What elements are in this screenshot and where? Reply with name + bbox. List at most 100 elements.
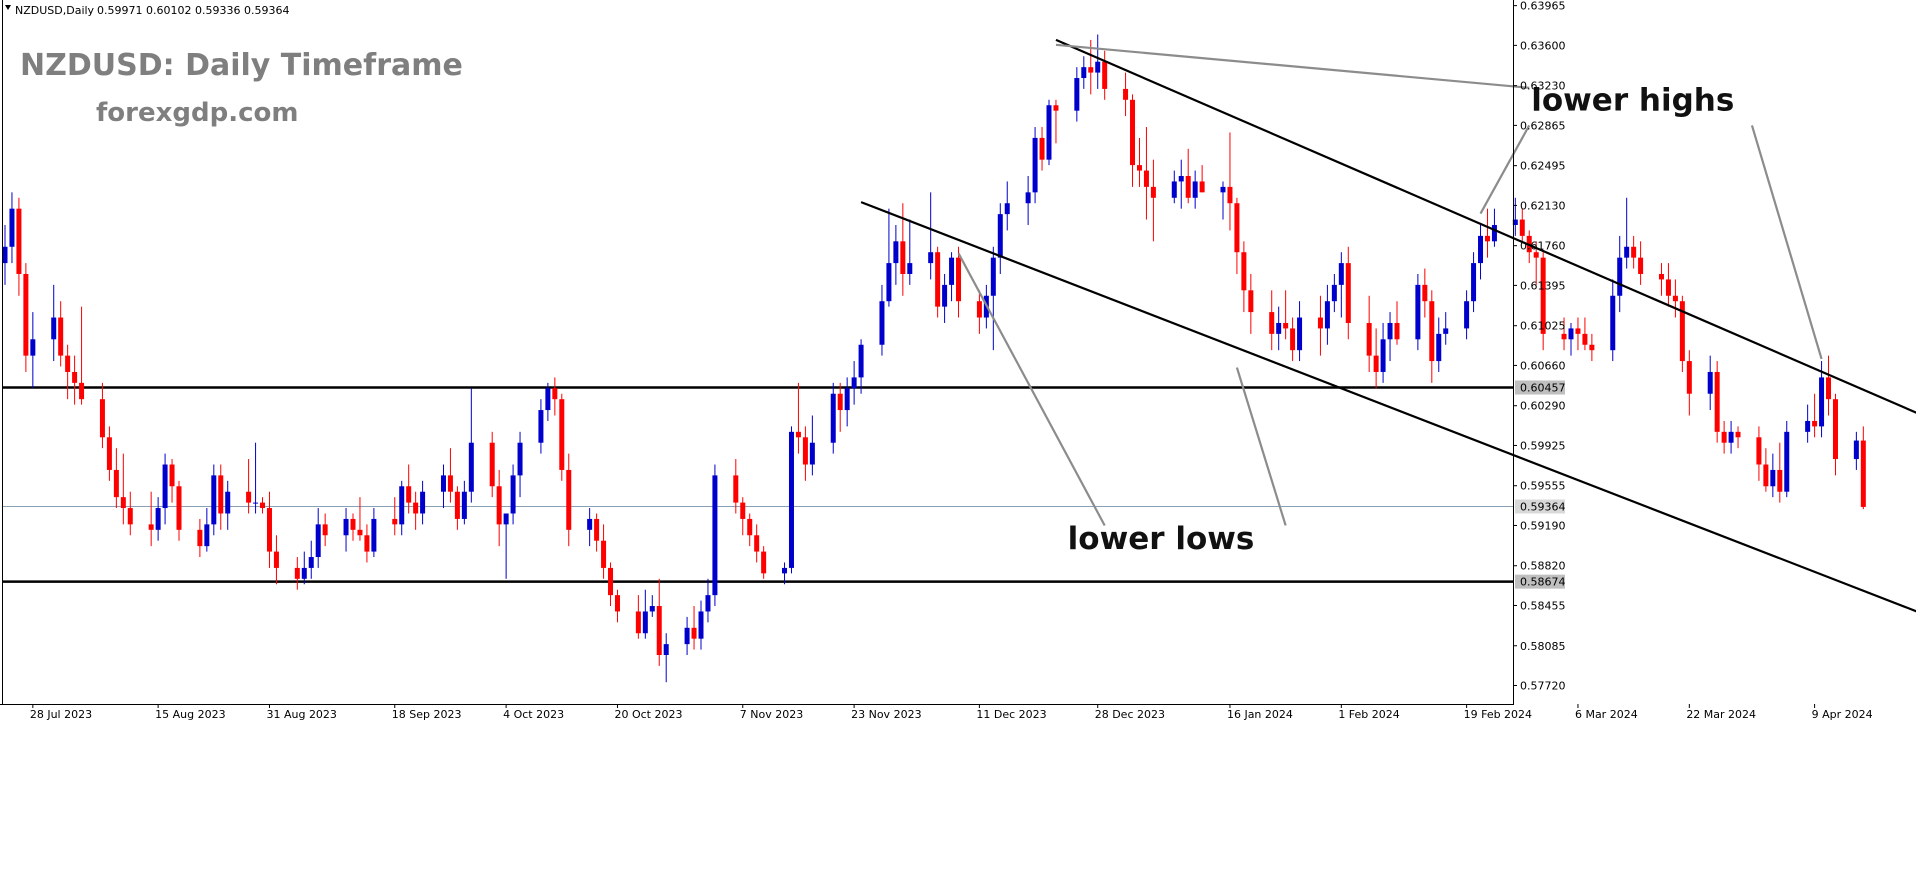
candle	[1826, 355, 1832, 416]
candle-body	[294, 567, 300, 579]
candle-body	[1088, 67, 1094, 73]
candle-body	[169, 464, 175, 487]
price-tick-label: 0.61395	[1520, 279, 1566, 292]
candle-body	[1812, 420, 1818, 427]
candle	[1805, 404, 1811, 443]
candle-body	[1338, 263, 1344, 285]
price-tick-label: 0.59925	[1520, 439, 1566, 452]
candle-body	[1394, 322, 1400, 340]
candle-body	[552, 388, 558, 400]
candle-body	[997, 214, 1003, 258]
candle-body	[614, 595, 620, 612]
candle	[587, 508, 593, 547]
candle-body	[1130, 99, 1136, 166]
candle-body	[273, 551, 279, 568]
candle	[684, 616, 690, 656]
candle-body	[371, 518, 377, 552]
trend-line	[860, 201, 1916, 613]
candle-body	[1631, 246, 1637, 258]
time-tick-label: 7 Nov 2023	[740, 708, 803, 721]
candle	[1624, 197, 1630, 269]
candle-body	[1053, 105, 1059, 111]
candle	[253, 442, 259, 514]
candle	[879, 284, 885, 356]
candle-body	[350, 518, 356, 530]
candle	[225, 480, 231, 530]
candle	[1589, 333, 1595, 362]
candle	[559, 393, 565, 481]
candle	[782, 562, 788, 585]
candle-body	[1241, 252, 1247, 291]
candle	[1707, 355, 1713, 411]
candle-body	[1227, 186, 1233, 204]
pointer-line	[1750, 125, 1823, 360]
candle	[1130, 94, 1136, 187]
candle-body	[489, 442, 495, 487]
candle-body	[1345, 263, 1351, 323]
candle-body	[1004, 203, 1010, 215]
candle-body	[72, 371, 78, 383]
candle	[1756, 426, 1762, 481]
candle	[802, 426, 808, 481]
candle-body	[1269, 312, 1275, 334]
candle	[99, 382, 105, 449]
candle-body	[1185, 176, 1191, 198]
candle	[1415, 273, 1421, 351]
time-tick-label: 16 Jan 2024	[1227, 708, 1293, 721]
candle-body	[566, 469, 572, 530]
price-tick-label: 0.62495	[1520, 160, 1566, 173]
candle	[1561, 317, 1567, 351]
candle-body	[788, 431, 794, 568]
candle	[517, 431, 523, 498]
candle	[169, 459, 175, 503]
candle	[830, 382, 836, 454]
candle	[1575, 317, 1581, 351]
candle	[72, 355, 78, 405]
candle-body	[942, 284, 948, 307]
candle-body	[399, 486, 405, 525]
candle	[1192, 170, 1198, 209]
time-tick-label: 31 Aug 2023	[266, 708, 336, 721]
candle	[851, 361, 857, 405]
candle-body	[1826, 377, 1832, 400]
candle-body	[1484, 235, 1490, 242]
candle	[1032, 127, 1038, 204]
candle-body	[649, 606, 655, 612]
candle-body	[1415, 284, 1421, 340]
candle-body	[1046, 105, 1052, 160]
candle	[1345, 246, 1351, 340]
candle-body	[1617, 257, 1623, 296]
candle-body	[1032, 137, 1038, 193]
candle-body	[858, 344, 864, 378]
candle-body	[559, 399, 565, 470]
time-tick-label: 28 Jul 2023	[30, 708, 92, 721]
candle-body	[1199, 181, 1205, 193]
time-tick-label: 11 Dec 2023	[976, 708, 1046, 721]
time-tick-label: 19 Feb 2024	[1464, 708, 1532, 721]
candle-body	[1491, 224, 1497, 242]
candle-body	[1102, 61, 1108, 89]
time-tick-label: 23 Nov 2023	[851, 708, 921, 721]
candle-body	[1324, 301, 1330, 329]
candle	[1136, 137, 1142, 187]
candle-body	[1387, 322, 1393, 340]
candle	[795, 382, 801, 454]
candle	[301, 551, 307, 585]
candle	[1276, 306, 1282, 351]
candle-body	[1638, 257, 1644, 274]
candle-body	[1561, 333, 1567, 340]
candle	[1283, 290, 1289, 340]
candle	[1491, 208, 1497, 247]
candle	[601, 524, 607, 579]
candle-body	[1819, 377, 1825, 427]
candle-body	[1784, 431, 1790, 492]
candle	[1331, 273, 1337, 313]
candle-body	[447, 475, 453, 492]
time-tick-label: 6 Mar 2024	[1575, 708, 1638, 721]
candle-body	[266, 508, 272, 552]
candle	[1658, 263, 1664, 296]
candle	[1095, 34, 1101, 89]
time-tick-label: 22 Mar 2024	[1686, 708, 1756, 721]
candle	[1519, 208, 1525, 242]
candle-body	[830, 393, 836, 443]
